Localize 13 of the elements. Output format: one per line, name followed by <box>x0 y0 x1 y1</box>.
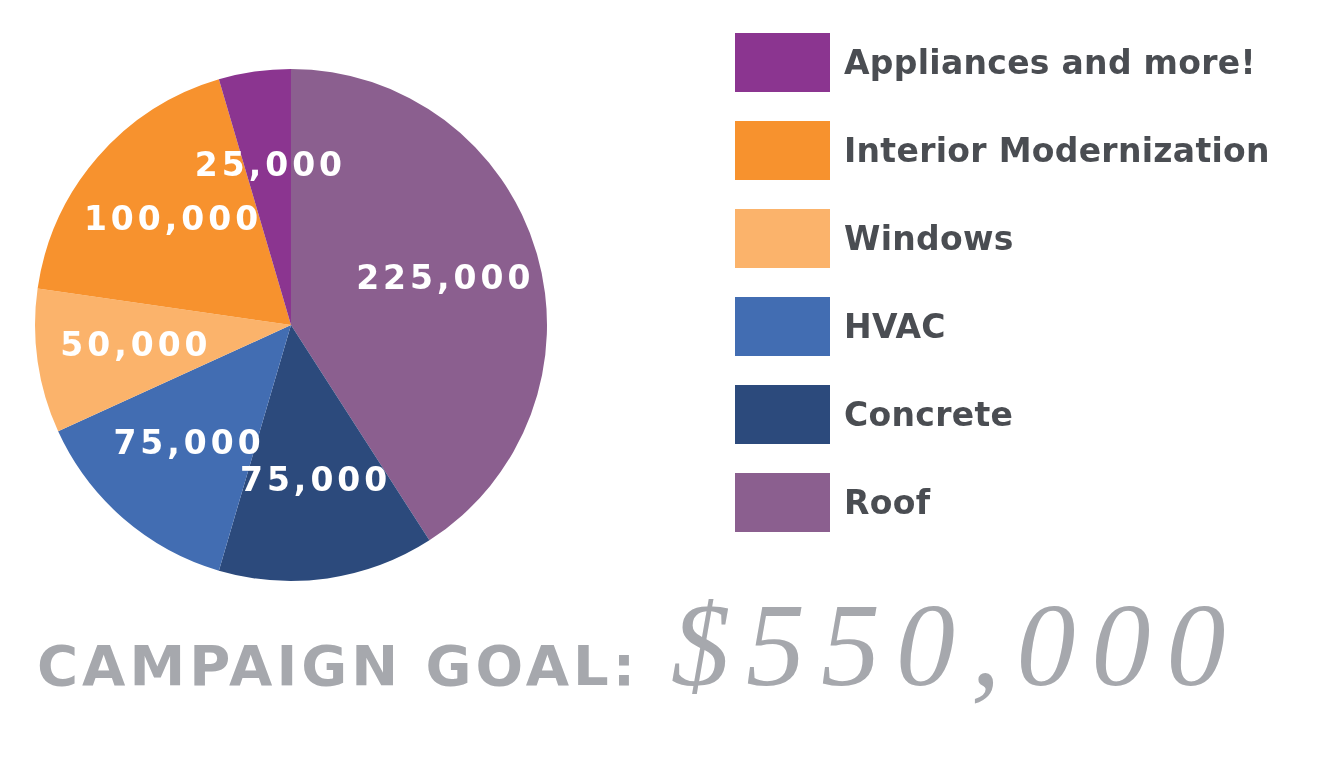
data-label: 225,000 <box>356 257 535 297</box>
data-label: 75,000 <box>113 422 265 462</box>
data-label: 100,000 <box>83 198 263 238</box>
legend-label: Appliances and more! <box>844 43 1256 82</box>
data-label: 50,000 <box>60 325 212 365</box>
legend-label: Windows <box>844 219 1014 258</box>
legend-label: Roof <box>844 483 931 522</box>
legend-label: Interior Modernization <box>844 131 1270 170</box>
text: $550,000 <box>671 579 1242 713</box>
legend-label: Concrete <box>844 395 1014 434</box>
text: CAMPAIGN GOAL: <box>37 633 640 698</box>
data-label: 75,000 <box>239 459 392 499</box>
legend-label: HVAC <box>844 307 946 346</box>
